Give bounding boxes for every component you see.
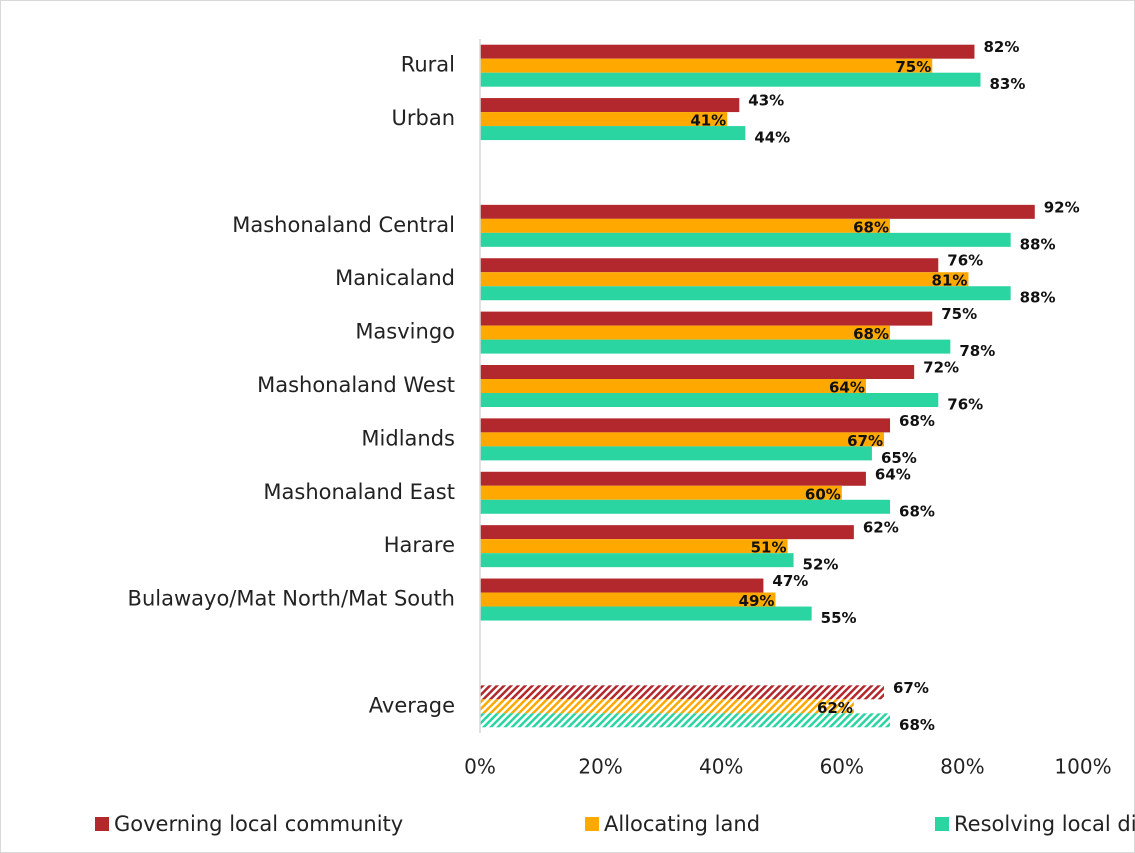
- value-label: 68%: [899, 412, 935, 430]
- value-label: 75%: [941, 305, 977, 323]
- value-label: 92%: [1044, 198, 1080, 216]
- x-tick-label: 0%: [464, 755, 496, 779]
- value-label: 83%: [989, 75, 1025, 93]
- category-label: Average: [369, 693, 455, 717]
- x-tick-label: 100%: [1054, 755, 1111, 779]
- x-tick-label: 60%: [820, 755, 864, 779]
- bar: [480, 471, 866, 486]
- bar: [480, 365, 915, 379]
- bar: [480, 126, 746, 141]
- value-label: 64%: [829, 379, 865, 397]
- legend-label: Resolving local disputes: [954, 812, 1135, 836]
- value-label: 88%: [1020, 235, 1056, 253]
- value-label: 60%: [805, 485, 841, 503]
- bar: [480, 418, 891, 433]
- value-label: 62%: [817, 699, 853, 717]
- bar: [480, 539, 788, 554]
- value-label: 68%: [853, 218, 889, 236]
- bar: [480, 232, 1011, 247]
- value-label: 52%: [803, 556, 839, 574]
- x-tick-label: 80%: [940, 755, 984, 779]
- x-tick-label: 20%: [578, 755, 622, 779]
- value-label: 65%: [881, 449, 917, 467]
- value-label: 67%: [847, 432, 883, 450]
- bar: [480, 525, 854, 540]
- bar: [480, 485, 842, 500]
- bar: [480, 98, 740, 113]
- legend-label: Governing local community: [114, 812, 403, 836]
- value-label: 43%: [748, 92, 784, 110]
- category-label: Rural: [401, 53, 455, 77]
- value-label: 88%: [1020, 289, 1056, 307]
- value-label: 82%: [983, 38, 1019, 56]
- value-label: 44%: [754, 129, 790, 147]
- bar: [480, 258, 939, 273]
- category-label: Midlands: [361, 426, 455, 450]
- value-label: 47%: [772, 572, 808, 590]
- value-label: 76%: [947, 396, 983, 414]
- value-label: 81%: [932, 272, 968, 290]
- category-label: Masvingo: [355, 320, 455, 344]
- legend-swatch: [95, 817, 109, 831]
- bar: [480, 699, 854, 714]
- bar: [480, 311, 933, 326]
- x-tick-label: 40%: [699, 755, 743, 779]
- bar: [480, 325, 891, 340]
- bar: [480, 553, 794, 568]
- category-label: Mashonaland Central: [232, 213, 455, 237]
- category-label: Harare: [384, 533, 455, 557]
- bar: [480, 272, 969, 287]
- bar: [480, 578, 764, 593]
- value-label: 55%: [821, 609, 857, 627]
- value-label: 64%: [875, 465, 911, 483]
- bar: [480, 112, 728, 127]
- bar: [480, 44, 975, 59]
- value-label: 41%: [690, 112, 726, 130]
- legend-swatch: [585, 817, 599, 831]
- legend-label: Allocating land: [604, 812, 760, 836]
- bar: [480, 218, 891, 233]
- bar: [480, 432, 885, 447]
- value-label: 78%: [959, 342, 995, 360]
- bar: [480, 379, 866, 393]
- value-label: 51%: [751, 539, 787, 557]
- bar: [480, 592, 776, 607]
- bar: [480, 499, 891, 514]
- value-label: 68%: [899, 502, 935, 520]
- value-label: 76%: [947, 252, 983, 270]
- value-label: 75%: [895, 58, 931, 76]
- legend-swatch: [935, 817, 949, 831]
- bar: [480, 204, 1035, 219]
- value-label: 72%: [923, 359, 959, 377]
- bar: [480, 339, 951, 354]
- category-label: Manicaland: [335, 266, 455, 290]
- category-label: Bulawayo/Mat North/Mat South: [128, 587, 455, 611]
- value-label: 68%: [899, 716, 935, 734]
- category-label: Urban: [391, 106, 455, 130]
- bar: [480, 446, 872, 461]
- value-label: 67%: [893, 679, 929, 697]
- value-label: 62%: [863, 519, 899, 537]
- value-label: 49%: [739, 592, 775, 610]
- bar: [480, 606, 812, 621]
- bar: [480, 72, 981, 87]
- bar: [480, 58, 933, 73]
- category-label: Mashonaland West: [257, 373, 455, 397]
- value-label: 68%: [853, 325, 889, 343]
- category-label: Mashonaland East: [263, 480, 455, 504]
- bar: [480, 685, 885, 700]
- bar: [480, 286, 1011, 301]
- bar: [480, 393, 939, 407]
- bar: [480, 713, 891, 728]
